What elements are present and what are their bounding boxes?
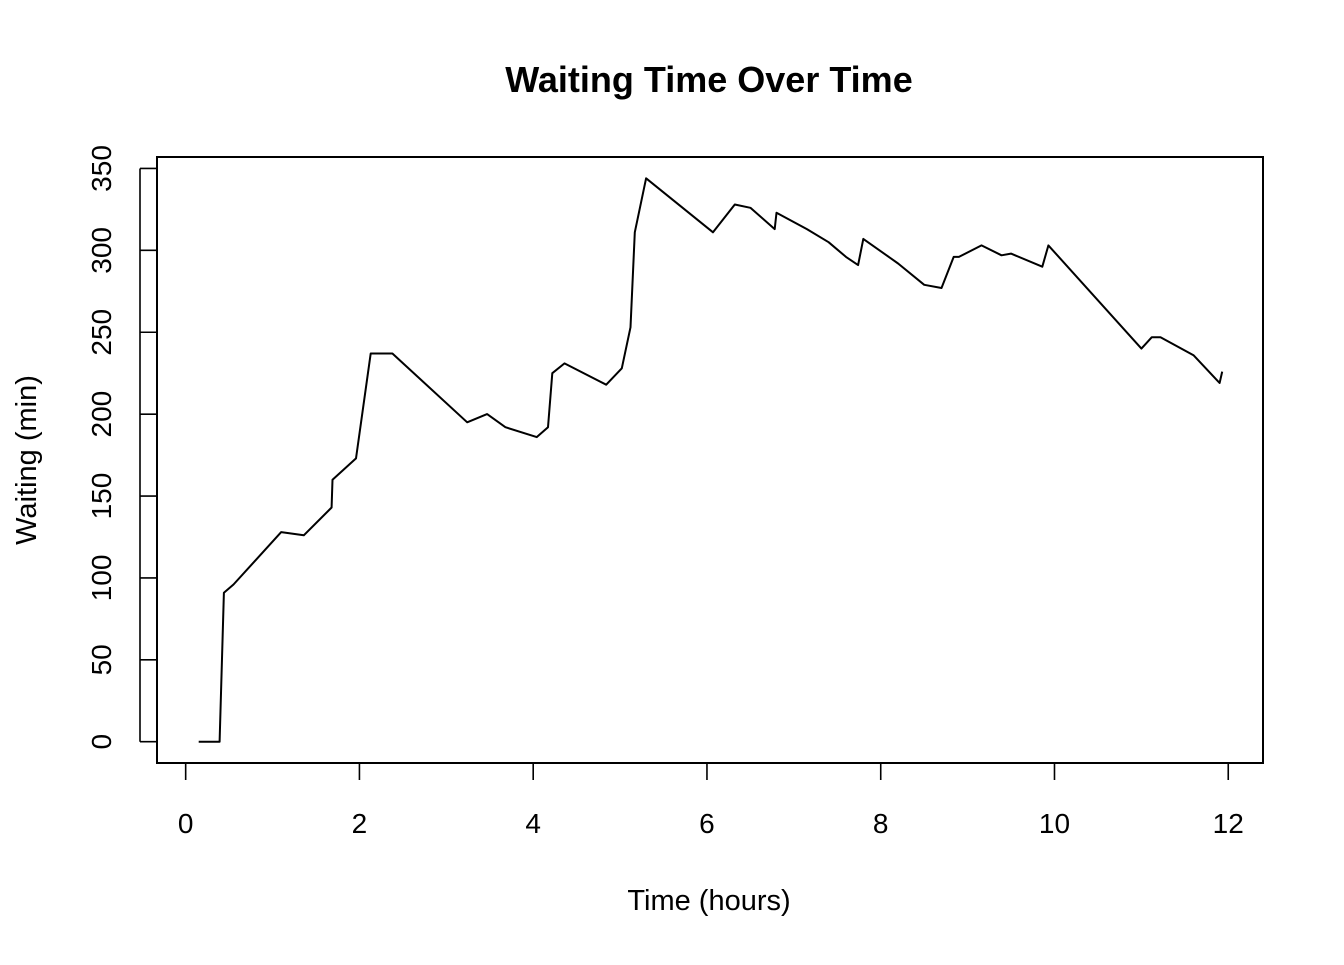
x-tick-label: 8: [873, 808, 889, 839]
y-axis: 0 50 100 150 200 250 300 350: [86, 145, 157, 749]
y-tick-label: 200: [86, 391, 117, 438]
x-tick-label: 10: [1039, 808, 1070, 839]
y-tick-label: 100: [86, 555, 117, 602]
y-axis-label: Waiting (min): [11, 375, 43, 545]
y-tick-label: 250: [86, 309, 117, 356]
series-line: [199, 178, 1222, 741]
chart-title: Waiting Time Over Time: [505, 59, 912, 100]
y-tick-label: 300: [86, 227, 117, 274]
plot-frame: [157, 157, 1263, 763]
x-tick-label: 12: [1213, 808, 1244, 839]
y-tick-label: 150: [86, 473, 117, 520]
x-tick-label: 4: [525, 808, 541, 839]
x-axis: 0 2 4 6 8 10 12: [178, 763, 1244, 839]
y-tick-label: 50: [86, 644, 117, 675]
x-axis-label: Time (hours): [627, 885, 790, 917]
y-tick-label: 350: [86, 145, 117, 192]
x-tick-label: 0: [178, 808, 194, 839]
x-tick-label: 2: [352, 808, 368, 839]
series-layer: [199, 178, 1223, 741]
x-tick-label: 6: [699, 808, 715, 839]
y-tick-label: 0: [86, 734, 117, 750]
